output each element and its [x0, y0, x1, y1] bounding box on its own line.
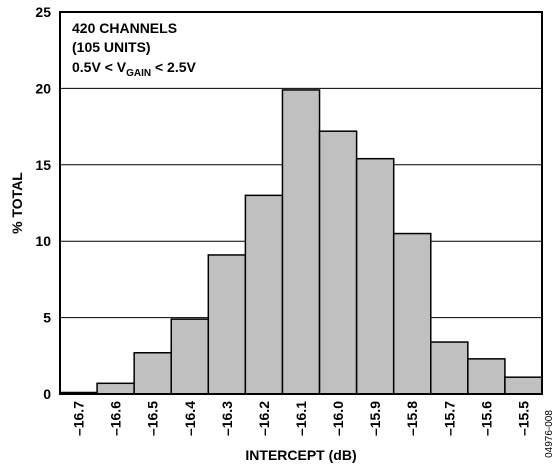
- annotation-units: (105 UNITS): [72, 39, 151, 55]
- bar: [281, 89, 321, 395]
- bar: [207, 254, 247, 395]
- bar: [392, 232, 432, 395]
- x-tick-label: –15.6: [478, 401, 494, 436]
- x-tick-label: –16.3: [219, 401, 235, 436]
- bar: [170, 318, 210, 395]
- y-tick-labels: 0 5 10 15 20 25: [35, 4, 51, 402]
- x-tick-label: –15.9: [367, 401, 383, 436]
- bar: [318, 130, 358, 395]
- bar: [96, 382, 135, 395]
- x-tick-label: –15.7: [441, 401, 457, 436]
- x-axis-title: INTERCEPT (dB): [245, 447, 356, 463]
- bar: [467, 358, 506, 395]
- x-tick-label: –16.1: [293, 401, 309, 436]
- y-tick-label: 0: [43, 386, 51, 402]
- annotation-vgain-range: 0.5V < VGAIN < 2.5V: [72, 59, 197, 79]
- x-tick-label: –15.5: [515, 401, 531, 436]
- x-tick-label: –16.2: [256, 401, 272, 436]
- bar: [430, 341, 469, 395]
- y-axis-title: % TOTAL: [9, 172, 25, 234]
- x-tick-label: –16.5: [145, 401, 161, 436]
- y-tick-label: 15: [35, 157, 51, 173]
- y-tick-label: 10: [35, 233, 51, 249]
- y-tick-label: 20: [35, 80, 51, 96]
- x-tick-label: –15.8: [404, 401, 420, 436]
- bars: [59, 89, 543, 395]
- y-tick-label: 5: [43, 310, 51, 326]
- x-tick-label: –16.6: [108, 401, 124, 436]
- x-tick-label: –16.0: [330, 401, 346, 436]
- bar: [355, 157, 395, 395]
- bar: [504, 376, 543, 395]
- x-tick-labels: –16.7 –16.6 –16.5 –16.4 –16.3 –16.2 –16.1 –16.0…: [71, 401, 532, 436]
- bar: [133, 351, 172, 395]
- figure-id: 04976-008: [544, 410, 555, 458]
- annotation-channels: 420 CHANNELS: [72, 20, 177, 36]
- x-tick-label: –16.7: [71, 401, 87, 436]
- bar: [244, 194, 284, 395]
- plot-frame: [59, 11, 543, 395]
- y-tick-label: 25: [35, 4, 51, 20]
- x-tick-label: –16.4: [182, 401, 198, 436]
